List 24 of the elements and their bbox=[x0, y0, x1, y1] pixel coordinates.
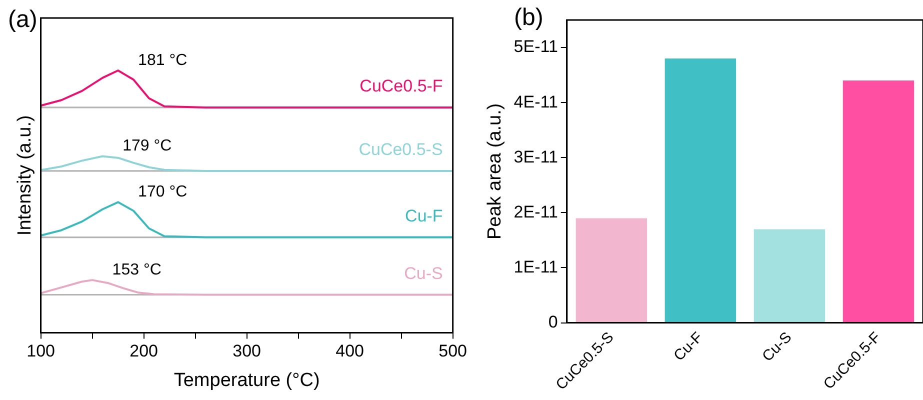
x-tick-label: 400 bbox=[336, 342, 364, 361]
annotation: 153 °C bbox=[112, 261, 162, 278]
chart-title: (b) bbox=[514, 4, 544, 32]
y-tick-label: 1E-11 bbox=[514, 257, 558, 276]
x-tick-label: 200 bbox=[130, 342, 158, 361]
annotation: 179 °C bbox=[122, 138, 172, 155]
x-tick-label: 100 bbox=[26, 342, 55, 361]
x-axis-title: Temperature (°C) bbox=[174, 370, 320, 391]
y-tick-label: 0 bbox=[548, 312, 558, 332]
series-label: Cu-F bbox=[405, 206, 443, 226]
annotation: 181 °C bbox=[138, 52, 188, 69]
y-axis-title: Peak area (a.u.) bbox=[484, 103, 506, 240]
series-label: CuCe0.5-S bbox=[358, 140, 443, 160]
series-label: CuCe0.5-F bbox=[360, 76, 443, 96]
y-tick-label: 3E-11 bbox=[514, 147, 558, 166]
y-axis-title: Intensity (a.u.) bbox=[14, 115, 36, 236]
series-label: Cu-S bbox=[404, 264, 443, 283]
chart-title: (a) bbox=[8, 6, 38, 34]
x-tick-label: 500 bbox=[438, 342, 468, 361]
annotation: 170 °C bbox=[138, 184, 188, 201]
y-tick-label: 5E-11 bbox=[514, 37, 558, 56]
y-tick-label: 4E-11 bbox=[514, 92, 558, 112]
x-tick-label: 300 bbox=[232, 342, 261, 361]
y-tick-label: 2E-11 bbox=[514, 202, 558, 222]
